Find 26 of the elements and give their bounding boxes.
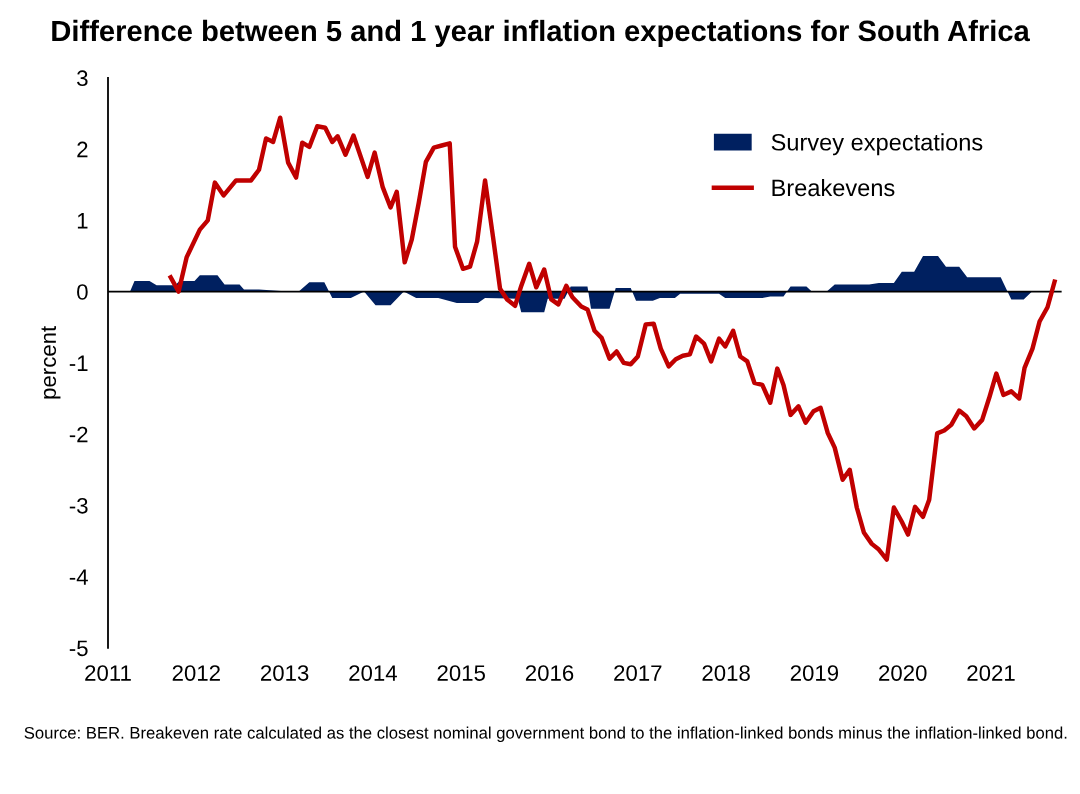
x-tick-label: 2012 xyxy=(172,665,220,681)
legend-label: Survey expectations xyxy=(771,133,983,156)
x-tick-label: 2015 xyxy=(437,665,485,681)
x-tick-label: 2011 xyxy=(85,665,131,681)
y-tick-label: -3 xyxy=(69,497,88,514)
legend-label: Breakevens xyxy=(772,178,895,197)
y-tick-label: -1 xyxy=(69,355,88,371)
y-tick-label: -4 xyxy=(69,569,88,585)
x-tick-label: 2014 xyxy=(349,665,397,681)
y-tick-label: -2 xyxy=(69,426,88,443)
y-tick-label: 1 xyxy=(77,213,88,229)
y-axis-title: percent xyxy=(41,325,61,399)
source-note: Source: BER. Breakeven rate calculated as the closest nominal government bond to the inflation-linked bonds minus the inflation-linked bond. xyxy=(24,726,1067,743)
x-tick-label: 2016 xyxy=(525,665,574,681)
x-tick-label: 2019 xyxy=(790,665,839,681)
x-tick-label: 2021 xyxy=(967,665,1015,681)
y-tick-label: 2 xyxy=(77,141,88,158)
y-tick-label: 0 xyxy=(77,284,88,300)
x-tick-label: 2013 xyxy=(261,665,309,681)
y-tick-label: 3 xyxy=(77,70,88,87)
x-tick-label: 2020 xyxy=(879,665,927,681)
x-tick-label: 2017 xyxy=(614,665,662,681)
line-series xyxy=(168,115,1057,562)
x-tick-label: 2018 xyxy=(702,665,750,681)
y-tick-label: -5 xyxy=(69,640,88,657)
chart-title: Difference between 5 and 1 year inflation expectations for South Africa xyxy=(52,19,1030,48)
